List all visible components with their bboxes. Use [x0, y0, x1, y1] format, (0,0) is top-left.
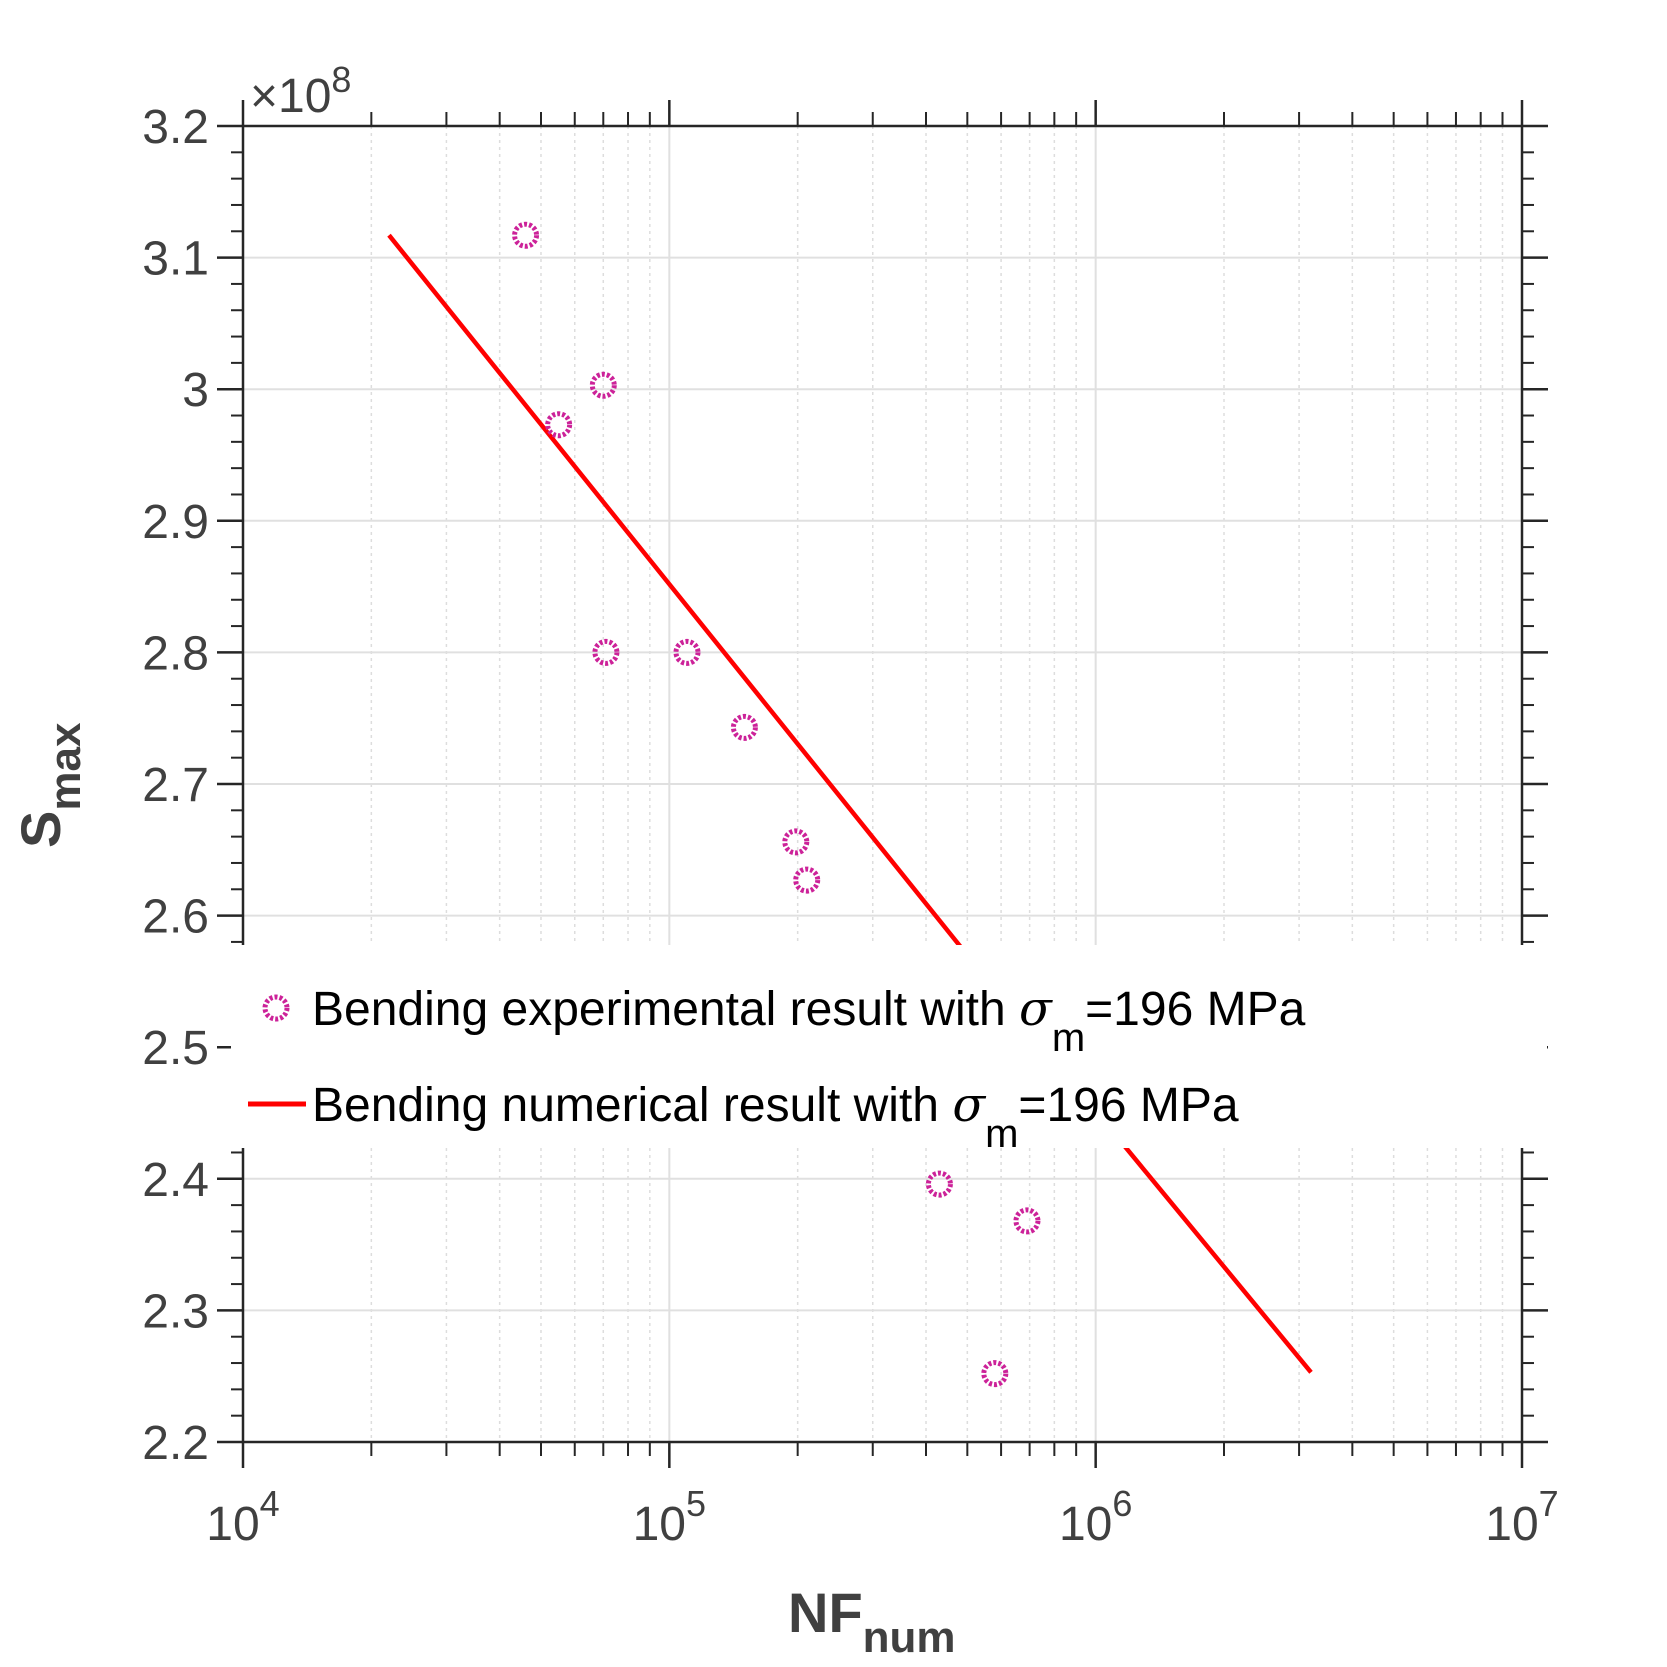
experimental-point [512, 221, 540, 249]
y-multiplier-exponent: 8 [331, 59, 351, 100]
x-axis-title-main: NF [788, 1581, 863, 1644]
experimental-point [793, 866, 821, 894]
y-tick-label: 2.9 [142, 496, 209, 549]
experimental-point [589, 371, 617, 399]
x-tick-label: 105 [633, 1483, 706, 1551]
x-tick-label-base: 10 [633, 1498, 686, 1551]
legend-entry-subscript: m [985, 1112, 1018, 1156]
y-tick-label: 2.6 [142, 891, 209, 944]
experimental-point [673, 638, 701, 666]
y-tick-label: 3.1 [142, 233, 209, 286]
legend-entry-label: Bending numerical result with σm=196 MPa [312, 1077, 1239, 1156]
x-tick-label-base: 10 [206, 1498, 259, 1551]
grid-layer [242, 125, 1523, 1443]
experimental-point [592, 638, 620, 666]
experimental-point [981, 1360, 1009, 1388]
series-layer [387, 221, 1313, 1388]
legend-entry-sigma: σ [952, 1077, 986, 1133]
y-tick-labels: 2.2 2.3 2.4 2.5 2.6 2.7 2.8 2.9 3 3.1 3.2 [142, 101, 209, 1470]
x-axis-title-sub: num [863, 1613, 956, 1662]
legend-entry-subscript: m [1052, 1016, 1085, 1060]
y-axis-title: Smax [9, 722, 90, 848]
x-tick-label-base: 10 [1059, 1498, 1112, 1551]
y-tick-label: 2.3 [142, 1285, 209, 1338]
legend-entry-label: Bending experimental result with σm=196 … [312, 981, 1306, 1060]
y-tick-label: 2.5 [142, 1022, 209, 1075]
y-tick-label: 2.7 [142, 759, 209, 812]
x-tick-label-base: 10 [1485, 1498, 1538, 1551]
x-tick-label-exponent: 6 [1112, 1483, 1132, 1524]
x-tick-label-exponent: 7 [1539, 1483, 1559, 1524]
y-tick-label: 3.2 [142, 101, 209, 154]
x-tick-label: 107 [1485, 1483, 1558, 1551]
legend-entry-tail: =196 MPa [1085, 983, 1305, 1036]
legend-entry-main: Bending experimental result with [312, 983, 1019, 1036]
legend-entry-tail: =196 MPa [1018, 1079, 1238, 1132]
numerical-result-line [387, 233, 1313, 1374]
experimental-point [730, 713, 758, 741]
y-tick-label: 2.2 [142, 1417, 209, 1470]
x-tick-label: 106 [1059, 1483, 1132, 1551]
y-tick-label: 2.4 [142, 1154, 209, 1207]
y-axis-title-sub: max [41, 722, 90, 811]
legend-marker-experimental [262, 994, 290, 1022]
legend: Bending experimental result with σm=196 … [231, 945, 1547, 1156]
y-multiplier-base: ×10 [250, 70, 331, 123]
x-tick-label-exponent: 5 [686, 1483, 706, 1524]
x-axis-title: NFnum [788, 1581, 956, 1662]
y-tick-label: 3 [182, 364, 209, 417]
experimental-point [545, 411, 573, 439]
experimental-point [1013, 1207, 1041, 1235]
y-multiplier-label: ×108 [250, 59, 351, 123]
x-tick-label: 104 [206, 1483, 279, 1551]
x-tick-labels: 104 105 106 107 [206, 1483, 1558, 1551]
y-axis-title-main: S [9, 811, 72, 848]
y-tick-label: 2.8 [142, 627, 209, 680]
legend-box [231, 945, 1547, 1148]
experimental-point [782, 828, 810, 856]
x-tick-label-exponent: 4 [260, 1483, 280, 1524]
experimental-point [925, 1170, 953, 1198]
legend-entry-sigma: σ [1019, 981, 1053, 1037]
legend-entry-main: Bending numerical result with [312, 1079, 952, 1132]
